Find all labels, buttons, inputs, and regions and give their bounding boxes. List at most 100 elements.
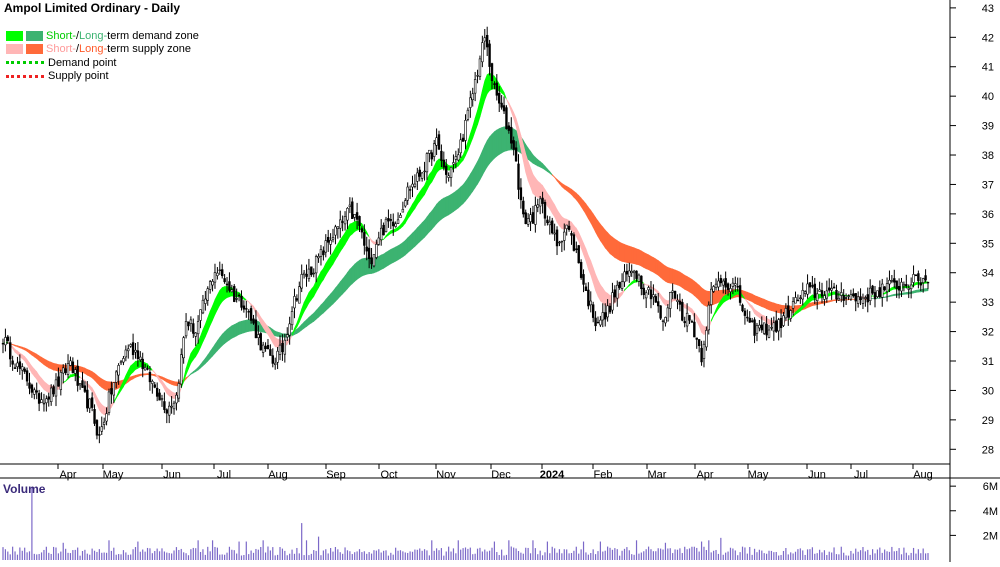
short-term-zone-segment [319,272,321,288]
candle-body [698,340,700,346]
long-term-zone-segment [545,166,547,171]
candle-body [356,212,358,219]
candle-body [55,380,57,396]
long-term-zone-segment [624,244,626,262]
candle-body [231,290,233,292]
candle-body [874,292,876,298]
candle-body [123,358,125,362]
candle-body [180,355,182,384]
candle-body [354,214,356,217]
long-term-zone-segment [916,290,918,293]
candle-body [831,288,833,290]
long-term-zone-segment [417,225,419,244]
long-term-zone-segment [767,300,769,309]
long-term-zone-segment [598,221,600,241]
long-term-zone-segment [752,294,754,303]
short-term-zone-segment [203,324,205,342]
candle-body [508,126,510,131]
candle-body [245,308,247,309]
candle-body [612,293,614,310]
candle-body [219,270,221,271]
candle-body [320,249,322,256]
long-term-zone-segment [675,270,677,285]
candle-body [922,279,924,283]
candle-body [395,224,397,227]
candle-body [713,287,715,292]
candle-body [448,176,450,178]
candle-body [539,199,541,206]
short-term-zone-segment [222,287,224,302]
long-term-zone-segment [90,370,92,377]
legend-entry: Short- / Long-term demand zone [6,29,199,43]
candle-body [402,209,404,212]
short-term-zone-segment [533,174,535,195]
long-term-zone-segment [694,281,696,297]
candle-body [684,321,686,322]
candle-body [927,282,929,283]
candle-body [587,290,589,306]
short-term-zone-segment [550,197,552,214]
long-term-zone-segment [95,373,97,382]
long-term-zone-segment [331,291,333,306]
x-tick-label: May [103,469,124,481]
candle-body [614,290,616,297]
short-term-zone-segment [22,355,24,361]
candle-body [308,269,310,279]
candle-body [267,345,269,348]
candle-body [363,232,365,245]
long-term-zone-segment [579,195,581,206]
long-term-zone-segment [497,129,499,157]
candle-body [279,345,281,354]
candle-body [371,258,373,264]
legend-label: Short- [46,30,76,42]
candle-body [705,330,707,347]
long-term-zone-segment [494,130,496,158]
long-term-zone-segment [470,170,472,194]
long-term-zone-segment [547,169,549,173]
long-term-zone-segment [533,155,535,165]
candle-body [318,256,320,258]
long-term-zone-segment [559,181,561,186]
long-term-zone-segment [196,367,198,371]
candle-body [481,43,483,62]
long-term-zone-segment [651,256,653,272]
long-term-zone-segment [535,157,537,166]
long-term-zone-segment [20,346,22,348]
candle-body [604,313,606,320]
candle-body [207,289,209,301]
candle-body [910,285,912,289]
candle-body [380,228,382,240]
candle-body [60,372,62,389]
legend-label: term supply zone [107,43,191,55]
long-term-zone-segment [441,198,443,219]
candle-body [414,184,416,186]
candle-body [857,297,859,304]
candle-body [45,399,47,403]
candle-body [84,386,86,392]
candle-body [771,327,773,328]
short-term-zone-segment [413,200,415,211]
candle-body [754,320,756,336]
short-term-zone-segment [702,324,704,334]
long-term-zone-segment [335,285,337,301]
long-term-zone-segment [188,374,190,377]
long-term-zone-segment [593,214,595,232]
short-term-zone-segment [757,311,759,317]
candle-body [50,388,52,402]
candle-body [113,383,115,395]
short-term-zone-segment [15,349,17,354]
candle-body [607,306,609,317]
long-term-zone-segment [357,260,359,279]
candle-body [130,344,132,346]
candle-body [58,377,60,386]
chart-title: Ampol Limited Ordinary - Daily [4,1,180,15]
y-tick-label: 35 [982,238,994,250]
candle-body [330,240,332,244]
candle-body [53,387,55,394]
y-tick-label: 34 [982,268,994,280]
candle-body [845,298,847,299]
long-term-zone-segment [138,374,140,376]
long-term-zone-segment [379,255,381,271]
candle-body [790,311,792,319]
x-tick-label: Nov [436,469,456,481]
